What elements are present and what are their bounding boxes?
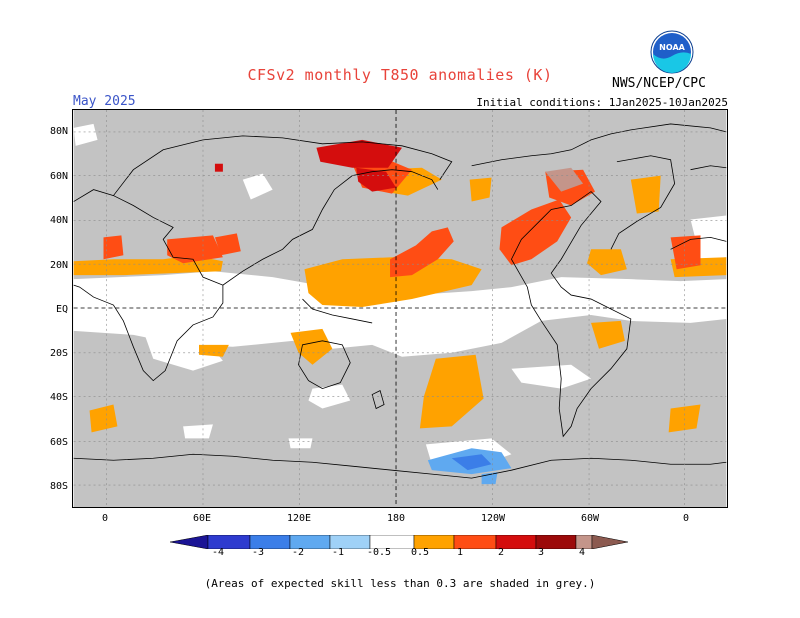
colorbar-label: 2 (497, 547, 505, 558)
anomaly-orange (419, 354, 484, 429)
footnote: (Areas of expected skill less than 0.3 a… (204, 577, 596, 590)
colorbar (170, 535, 629, 549)
lon-label: 120W (480, 513, 506, 524)
lat-label: 80S (49, 481, 68, 492)
lat-label: 80N (49, 126, 68, 137)
anomaly-darkred (356, 167, 397, 192)
lon-label: 60E (192, 513, 212, 524)
anomaly-blue (451, 454, 492, 471)
noaa-logo: NOAA (650, 30, 694, 74)
anomaly-orange (630, 175, 661, 214)
map-title: CFSv2 monthly T850 anomalies (K) (247, 66, 553, 84)
anomaly-blue (481, 472, 498, 485)
colorbar-label: -4 (211, 547, 225, 558)
agency-label: NWS/NCEP/CPC (612, 76, 706, 91)
lon-label: 60W (580, 513, 600, 524)
lat-label: EQ (55, 304, 68, 315)
colorbar-label: -0.5 (366, 547, 392, 558)
lon-label: 0 (682, 513, 690, 524)
anomaly-red (214, 233, 241, 256)
colorbar-label: 3 (537, 547, 545, 558)
graticule (73, 110, 727, 507)
anomaly-orange (89, 404, 118, 433)
lat-label: 20N (49, 260, 68, 271)
white-patch (183, 424, 213, 439)
anomaly-orange (304, 257, 482, 308)
lat-label: 20S (49, 348, 68, 359)
anomaly-orange (469, 177, 492, 202)
colorbar-label: -2 (291, 547, 305, 558)
anomaly-red (103, 235, 124, 260)
white-patch (308, 384, 351, 409)
anomaly-brown (545, 167, 584, 192)
white-band (73, 271, 727, 357)
anomaly-orange (290, 328, 333, 365)
anomaly-darkred (316, 139, 402, 168)
lat-label: 60N (49, 171, 68, 182)
lon-label: 120E (286, 513, 312, 524)
anomaly-red (499, 199, 572, 266)
coastlines (73, 123, 727, 479)
white-patch (73, 123, 98, 146)
anomaly-orange (591, 320, 625, 349)
colorbar-label: 1 (456, 547, 464, 558)
anomaly-red (167, 235, 223, 264)
anomaly-darkred (214, 163, 223, 172)
colorbar-label: 4 (578, 547, 586, 558)
white-patch (511, 364, 592, 389)
lon-label: 0 (101, 513, 109, 524)
colorbar-label: -3 (251, 547, 265, 558)
colorbar-label: 0.5 (410, 547, 430, 558)
forecast-month: May 2025 (73, 94, 136, 109)
lat-label: 60S (49, 437, 68, 448)
anomaly-orange (199, 344, 229, 357)
anomaly-orange (587, 249, 627, 276)
white-patch (288, 438, 313, 449)
lat-label: 40N (49, 215, 68, 226)
lat-label: 40S (49, 392, 68, 403)
colorbar-swatch (591, 535, 629, 549)
noaa-logo-text: NOAA (659, 43, 685, 52)
lon-label: 180 (386, 513, 406, 524)
white-patch (242, 173, 273, 200)
anomaly-red (390, 227, 454, 278)
initial-conditions: Initial conditions: 1Jan2025-10Jan2025 (476, 96, 728, 109)
colorbar-label: -1 (331, 547, 345, 558)
anomaly-red (670, 235, 701, 270)
anomaly-map (72, 109, 728, 508)
